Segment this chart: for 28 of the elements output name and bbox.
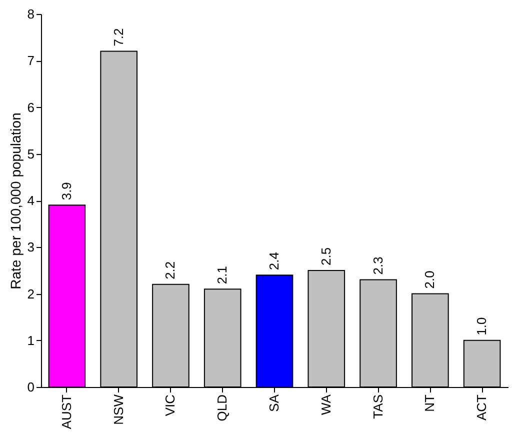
- x-tick-label: SA: [266, 394, 282, 412]
- y-tick-label: 3: [27, 240, 34, 255]
- y-tick-label: 1: [27, 332, 34, 348]
- y-tick-label: 2: [27, 286, 34, 302]
- data-label: 2.2: [162, 261, 178, 280]
- x-tick-label: ACT: [474, 394, 490, 420]
- y-tick-label: 7: [27, 53, 34, 68]
- y-tick-label: 4: [27, 193, 34, 208]
- x-tick-label: QLD: [214, 394, 230, 422]
- data-label: 2.4: [266, 252, 282, 270]
- data-label: 2.3: [370, 256, 386, 275]
- x-tick-label: WA: [318, 394, 334, 415]
- y-tick-label: 5: [27, 146, 34, 162]
- x-tick-label: NT: [422, 394, 438, 412]
- x-tick-label: VIC: [162, 394, 178, 416]
- data-label: 2.0: [422, 270, 438, 289]
- y-tick-label: 0: [27, 380, 34, 394]
- x-tick-label: TAS: [370, 394, 386, 419]
- y-tick-label: 8: [27, 6, 34, 22]
- data-label: 2.1: [214, 266, 230, 284]
- data-label: 1.0: [474, 317, 490, 336]
- x-tick-label: NSW: [110, 394, 126, 425]
- x-tick-label: AUST: [58, 394, 74, 430]
- y-axis-title: Rate per 100,000 population: [7, 112, 24, 290]
- y-tick-label: 6: [27, 100, 34, 115]
- data-label: 3.9: [58, 182, 74, 200]
- data-label: 7.2: [110, 28, 126, 46]
- data-label: 2.5: [318, 247, 334, 266]
